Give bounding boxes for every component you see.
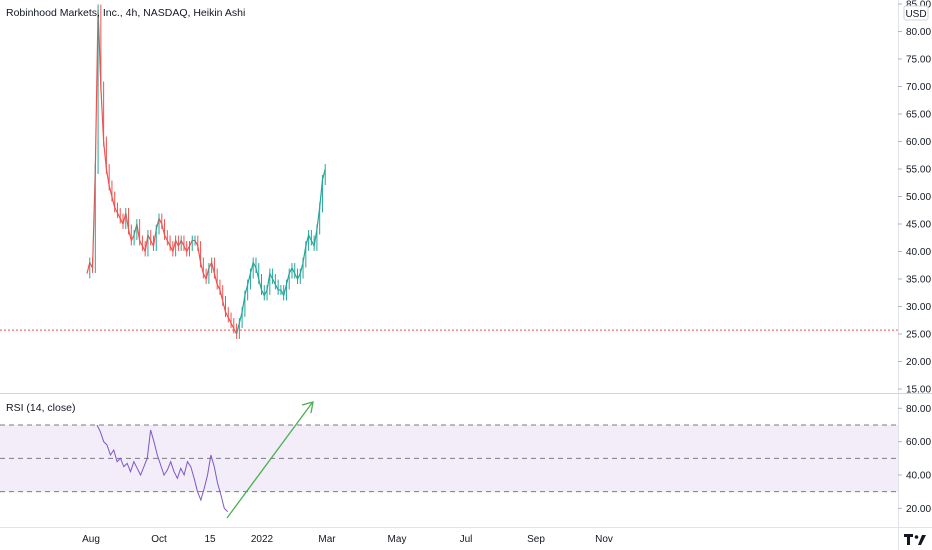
currency-badge[interactable] — [903, 5, 929, 21]
time-tick-label: Nov — [595, 534, 613, 545]
price-series — [86, 4, 326, 339]
rsi-tick-label: 20.00 — [906, 504, 931, 515]
price-tick-label: 80.00 — [906, 27, 931, 38]
price-tick-label: 15.00 — [906, 385, 931, 396]
price-tick-label: 30.00 — [906, 302, 931, 313]
time-tick-label: Sep — [527, 534, 545, 545]
price-tick-label: 45.00 — [906, 220, 931, 231]
trend-arrow-line[interactable] — [226, 402, 313, 519]
price-tick-label: 55.00 — [906, 165, 931, 176]
time-tick-label: May — [388, 534, 407, 545]
rsi-line — [96, 424, 229, 513]
time-tick-label: Jul — [460, 534, 473, 545]
price-tick-label: 60.00 — [906, 137, 931, 148]
trend-arrow-head — [301, 401, 314, 414]
price-axis[interactable]: 85.00 80.00 75.00 70.00 65.00 60.00 55.00 50.00… — [898, 0, 931, 396]
price-tick-label: 75.00 — [906, 55, 931, 66]
rsi-tick-label: 40.00 — [906, 471, 931, 482]
currency-label: USD — [905, 9, 926, 20]
rsi-tick-label: 80.00 — [906, 404, 931, 415]
rsi-pane[interactable]: RSI (14, close) — [0, 402, 898, 513]
time-tick-label: 2022 — [251, 534, 274, 545]
chart-title: Robinhood Markets, Inc., 4h, NASDAQ, Hei… — [6, 7, 245, 19]
time-tick-label: Aug — [82, 534, 100, 545]
time-tick-label: 15 — [204, 534, 216, 545]
price-tick-label: 20.00 — [906, 357, 931, 368]
price-tick-label: 40.00 — [906, 247, 931, 258]
tradingview-logo — [902, 530, 928, 548]
time-tick-label: Oct — [151, 534, 167, 545]
price-pane[interactable] — [0, 4, 898, 339]
price-tick-label: 25.00 — [906, 330, 931, 341]
rsi-title: RSI (14, close) — [6, 402, 75, 414]
rsi-axis[interactable]: 80.00 60.00 40.00 20.00 — [898, 404, 931, 515]
rsi-tick-label: 60.00 — [906, 437, 931, 448]
price-tick-label: 85.00 — [906, 0, 931, 11]
price-tick-label: 50.00 — [906, 192, 931, 203]
time-axis[interactable]: Aug Oct 15 2022 Mar May Jul Sep Nov — [82, 534, 613, 545]
time-tick-label: Mar — [318, 534, 336, 545]
price-tick-label: 65.00 — [906, 110, 931, 121]
rsi-band — [0, 425, 898, 492]
trend-arrow-drawing[interactable] — [226, 401, 314, 519]
price-tick-label: 35.00 — [906, 275, 931, 286]
price-tick-label: 70.00 — [906, 82, 931, 93]
